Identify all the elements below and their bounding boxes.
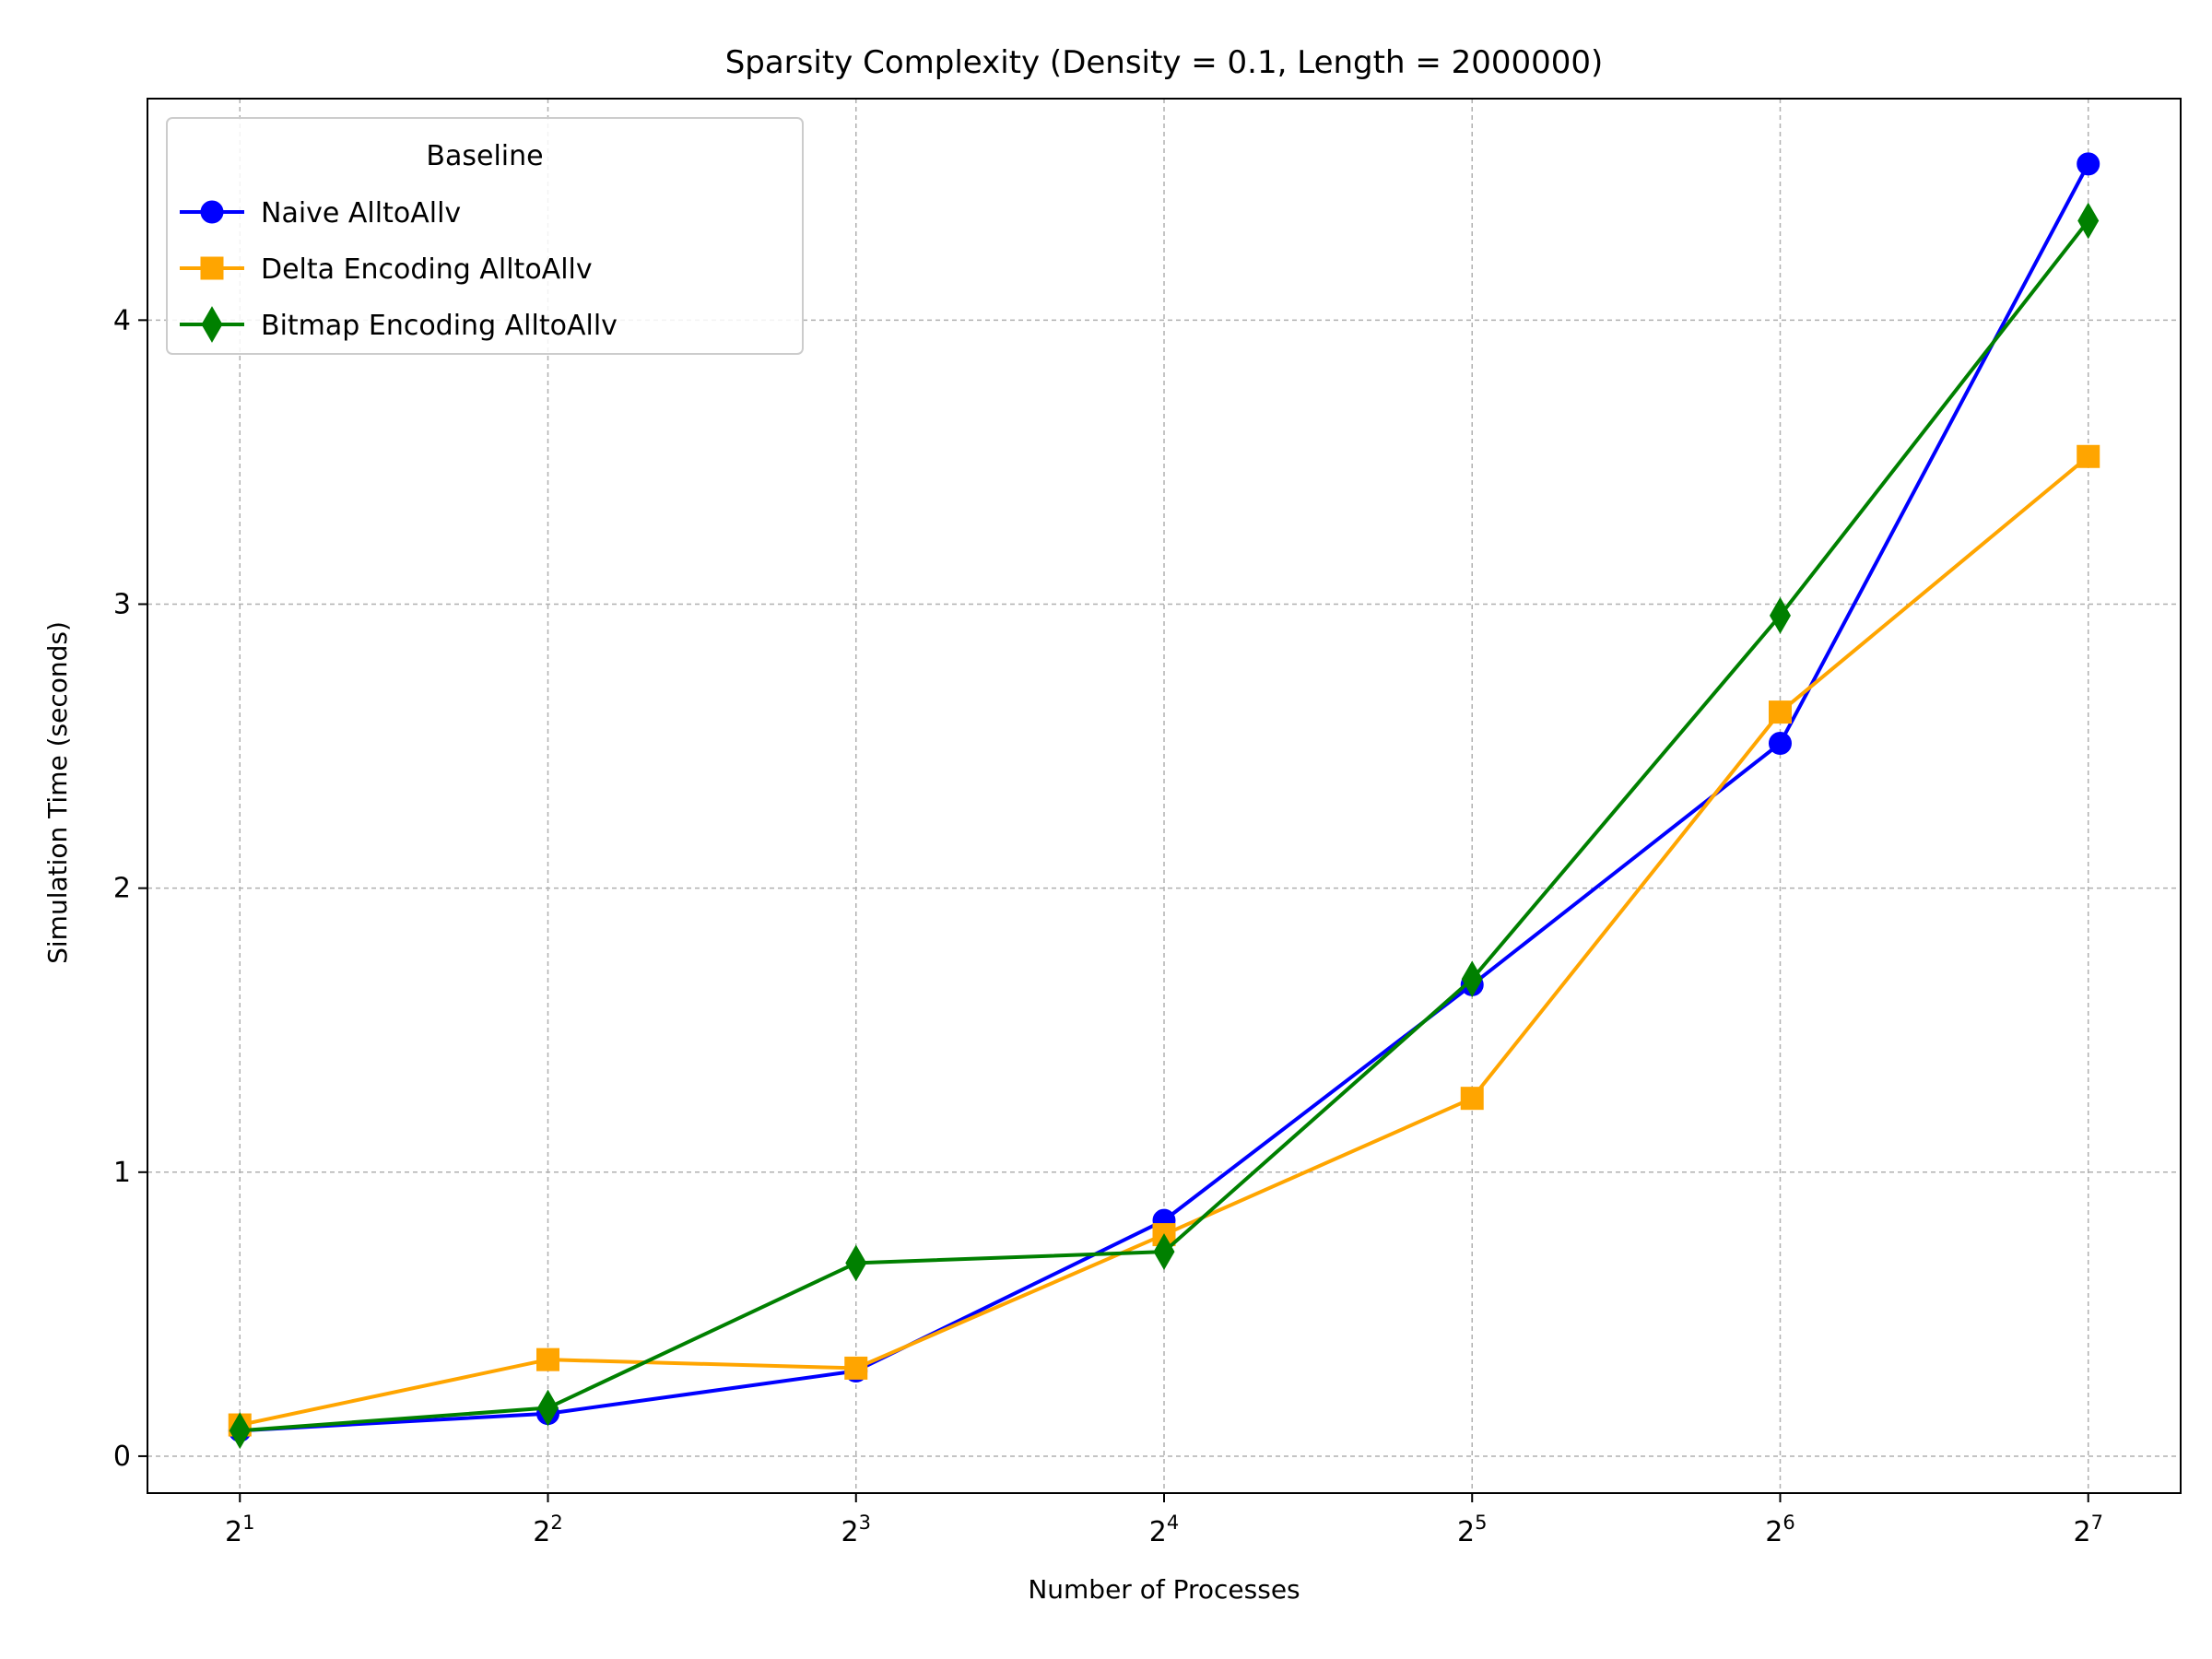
legend-title: Baseline xyxy=(426,140,543,172)
x-tick-label: 21 xyxy=(225,1512,254,1548)
data-point xyxy=(1153,1233,1175,1270)
x-tick-label: 25 xyxy=(1457,1512,1487,1548)
data-point xyxy=(536,1347,560,1371)
series-3 xyxy=(229,202,2100,1450)
data-point xyxy=(1769,596,1791,634)
data-point xyxy=(2077,202,2100,240)
legend: Baseline Naive AlltoAllv Delta Encoding Al… xyxy=(166,117,804,355)
x-tick-label: 23 xyxy=(841,1512,871,1548)
x-tick-label: 27 xyxy=(2073,1512,2102,1548)
y-tick-label: 3 xyxy=(113,589,131,621)
legend-box xyxy=(166,117,804,355)
data-point xyxy=(229,1412,251,1450)
legend-marker xyxy=(201,306,223,343)
y-tick-label: 1 xyxy=(113,1157,131,1189)
legend-item: Naive AlltoAllv xyxy=(180,197,461,229)
data-point xyxy=(2077,152,2100,176)
legend-label: Bitmap Encoding AlltoAllv xyxy=(261,310,618,342)
legend-item: Delta Encoding AlltoAllv xyxy=(180,253,593,286)
legend-marker xyxy=(200,256,224,280)
legend-item: Bitmap Encoding AlltoAllv xyxy=(180,306,618,343)
data-point xyxy=(1460,1087,1484,1111)
data-point xyxy=(2077,444,2100,468)
x-axis-label: Number of Processes xyxy=(1028,1574,1300,1605)
data-point xyxy=(1768,731,1792,755)
data-point xyxy=(537,1389,559,1427)
data-point xyxy=(845,1244,867,1282)
legend-marker xyxy=(200,200,224,224)
legend-label: Naive AlltoAllv xyxy=(261,197,461,229)
y-tick-label: 4 xyxy=(113,304,131,336)
x-tick-label: 24 xyxy=(1149,1512,1179,1548)
y-tick-label: 2 xyxy=(113,873,131,905)
x-tick-label: 22 xyxy=(533,1512,562,1548)
legend-label: Delta Encoding AlltoAllv xyxy=(261,253,593,286)
y-tick-label: 0 xyxy=(113,1441,131,1473)
axes-frame xyxy=(147,98,2182,1494)
chart-title: Sparsity Complexity (Density = 0.1, Leng… xyxy=(725,44,1604,81)
data-point xyxy=(1461,960,1483,998)
y-axis-label: Simulation Time (seconds) xyxy=(42,621,73,964)
x-tick-label: 26 xyxy=(1765,1512,1794,1548)
data-point xyxy=(844,1356,868,1380)
data-point xyxy=(1768,700,1792,724)
